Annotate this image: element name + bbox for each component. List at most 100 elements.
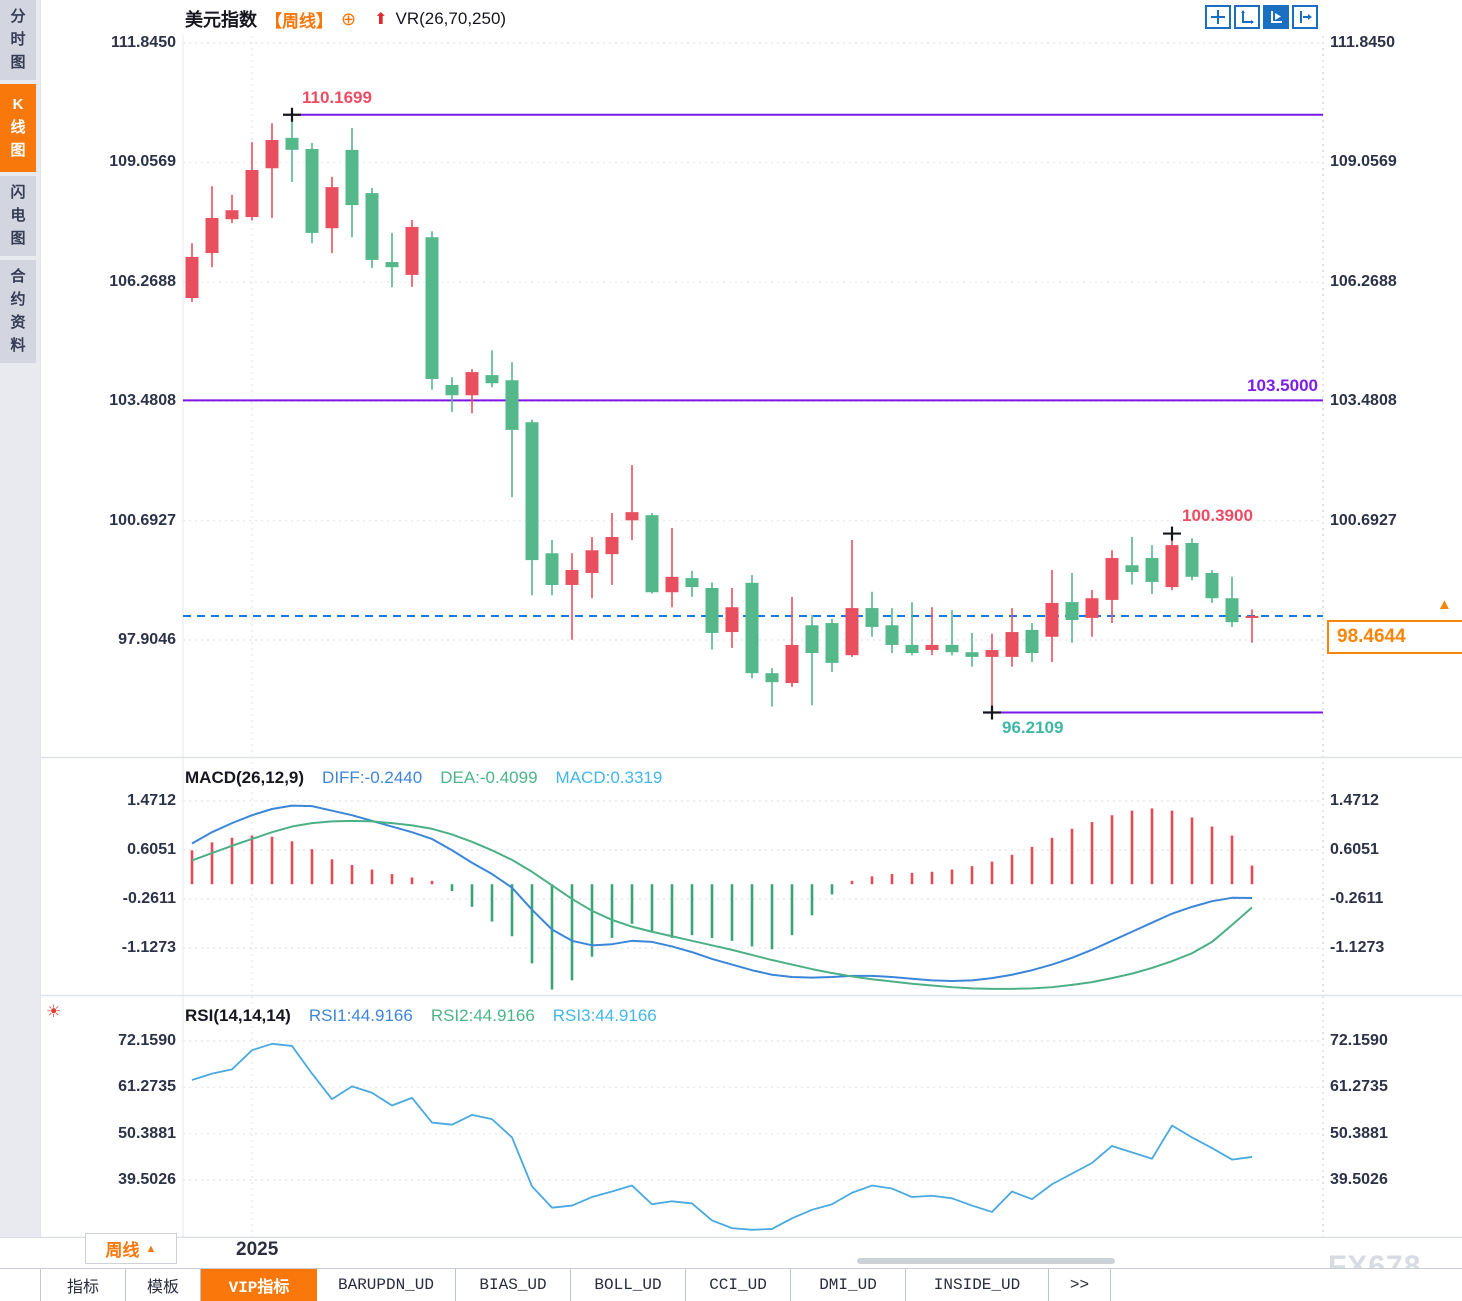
price-axis-label-right: 109.0569	[1330, 153, 1397, 171]
candle-9	[365, 193, 379, 260]
last-price-box: 98.4644	[1327, 620, 1462, 654]
candle-10	[385, 262, 399, 268]
price-axis-label-left: 97.9046	[118, 631, 176, 648]
sidebar-tab-3[interactable]: 合约资料	[0, 260, 36, 363]
candle-50	[1185, 542, 1199, 577]
candle-26	[705, 587, 719, 633]
candle-41	[1005, 632, 1019, 657]
bottom-tab-5[interactable]: BOLL_UD	[571, 1269, 686, 1301]
candle-13	[445, 384, 459, 396]
chart-title-bar: 美元指数 【周线】 ⊕ ⬆ VR(26,70,250)	[185, 6, 506, 32]
rsi-axis-label-right: 39.5026	[1330, 1171, 1388, 1188]
symbol-title: 美元指数	[185, 10, 257, 30]
indicator-settings-icon[interactable]: ☀	[46, 1002, 62, 1021]
go-to-end-icon[interactable]	[1292, 5, 1318, 29]
candle-52	[1225, 598, 1239, 623]
bottom-tab-9[interactable]: >>	[1049, 1269, 1111, 1301]
candle-32	[825, 623, 839, 663]
sidebar-tab-char: K	[12, 96, 24, 113]
sidebar-tab-char: 资	[10, 314, 26, 331]
price-axis-label-left: 103.4808	[109, 392, 176, 410]
bottom-tab-6[interactable]: CCI_UD	[686, 1269, 791, 1301]
rsi-axis-label-left: 61.2735	[118, 1078, 176, 1096]
price-axis-label-right: 100.6927	[1330, 511, 1397, 529]
rsi-axis-label-left: 72.1590	[118, 1032, 176, 1049]
add-indicator-icon[interactable]: ⊕	[341, 9, 357, 29]
high-level-label: 110.1699	[302, 88, 372, 107]
candle-28	[745, 582, 759, 674]
auto-play-icon[interactable]	[1263, 5, 1289, 29]
macd-axis-label-right: 0.6051	[1330, 840, 1379, 858]
candle-19	[565, 569, 579, 585]
candle-17	[525, 422, 539, 561]
candle-7	[325, 187, 339, 229]
candle-30	[785, 644, 799, 684]
pan-crosshair-icon[interactable]	[1205, 5, 1231, 29]
macd-axis-label-right: -0.2611	[1330, 889, 1384, 907]
macd-name[interactable]: MACD(26,12,9)	[185, 768, 305, 787]
candle-46	[1105, 557, 1119, 600]
candle-45	[1085, 598, 1099, 618]
candle-40	[985, 650, 999, 657]
candle-0	[185, 256, 199, 299]
rsi-axis-label-right: 72.1590	[1330, 1032, 1388, 1049]
bottom-tab-2[interactable]: VIP指标	[201, 1269, 317, 1301]
last-price-value: 98.4644	[1337, 626, 1406, 647]
price-axis-label-right: 103.4808	[1330, 392, 1397, 410]
sidebar-tab-char: 图	[10, 142, 26, 159]
sidebar-tab-char: 时	[10, 31, 26, 48]
rsi1-value: RSI1:44.9166	[308, 1006, 413, 1025]
price-axis-label-left: 106.2688	[109, 272, 176, 290]
bottom-tab-0[interactable]: 指标	[41, 1269, 126, 1301]
rsi-axis-label-left: 50.3881	[118, 1124, 176, 1142]
candle-51	[1205, 572, 1219, 599]
sidebar-tab-2[interactable]: 闪电图	[0, 176, 36, 256]
bottom-tab-7[interactable]: DMI_UD	[791, 1269, 906, 1301]
period-tag[interactable]: 【周线】	[265, 11, 333, 31]
sidebar-tab-char: 合	[10, 268, 26, 285]
fit-axis-icon[interactable]	[1234, 5, 1260, 29]
sidebar-tab-char: 料	[10, 337, 26, 354]
macd-axis-label-left: 1.4712	[127, 792, 176, 809]
candle-36	[905, 644, 919, 654]
bottom-tab-3[interactable]: BARUPDN_UD	[317, 1269, 456, 1301]
candle-44	[1065, 602, 1079, 621]
macd-axis-label-left: 0.6051	[127, 840, 176, 858]
period-label: 周线	[105, 1241, 140, 1260]
price-up-arrow-icon: ▲	[1437, 596, 1452, 613]
candle-11	[405, 226, 419, 275]
candle-35	[885, 625, 899, 645]
rsi-name[interactable]: RSI(14,14,14)	[185, 1006, 291, 1025]
candle-27	[725, 607, 739, 633]
macd-axis-label-right: 1.4712	[1330, 792, 1379, 809]
candle-16	[505, 380, 519, 430]
candle-14	[465, 372, 479, 396]
sidebar-tab-char: 线	[10, 119, 26, 136]
candle-49	[1165, 545, 1179, 588]
bottom-tab-8[interactable]: INSIDE_UD	[906, 1269, 1049, 1301]
horizontal-scrollbar[interactable]	[857, 1258, 1115, 1264]
candle-1	[205, 217, 219, 254]
candle-2	[225, 210, 239, 220]
sidebar-tab-char: 约	[10, 291, 26, 308]
candle-8	[345, 149, 359, 206]
rsi3-value: RSI3:44.9166	[552, 1006, 657, 1025]
bottom-tab-1[interactable]: 模板	[126, 1269, 201, 1301]
sidebar-tab-0[interactable]: 分时图	[0, 0, 36, 80]
macd-diff-value: DIFF:-0.2440	[322, 768, 423, 787]
candle-29	[765, 673, 779, 683]
candle-12	[425, 237, 439, 379]
candle-31	[805, 625, 819, 654]
candle-4	[265, 139, 279, 169]
candle-15	[485, 375, 499, 384]
bottom-tab-4[interactable]: BIAS_UD	[456, 1269, 571, 1301]
candle-39	[965, 652, 979, 657]
candle-43	[1045, 602, 1059, 637]
macd-dea-value: DEA:-0.4099	[440, 768, 538, 787]
period-selector[interactable]: 周线 ▲	[85, 1233, 177, 1264]
candle-5	[285, 137, 299, 150]
candle-22	[625, 512, 639, 521]
